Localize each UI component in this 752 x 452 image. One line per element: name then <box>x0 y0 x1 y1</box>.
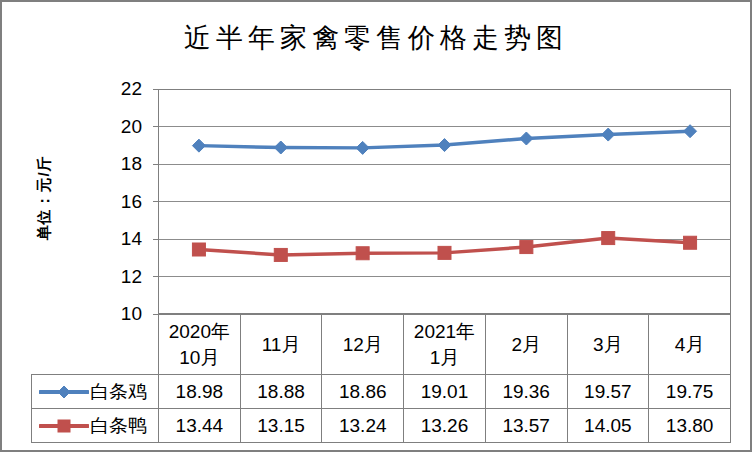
table-row: 白条鸡 18.9818.8818.8619.0119.3619.5719.75 <box>32 375 731 409</box>
category-header-row: 2020年10月11月12月2021年1月2月3月4月 <box>158 314 731 375</box>
value-cell: 14.05 <box>567 409 649 443</box>
data-point-marker-square <box>58 420 70 432</box>
data-point-marker-square <box>602 232 615 245</box>
y-tick-label: 18 <box>92 153 142 175</box>
plot-area <box>158 89 731 314</box>
data-point-marker-diamond <box>274 141 287 154</box>
legend-marker-icon <box>39 384 89 400</box>
value-cell: 19.57 <box>567 375 649 409</box>
value-cell: 19.75 <box>649 375 731 409</box>
x-category-cell: 11月 <box>240 315 322 375</box>
data-point-marker-diamond <box>438 139 451 152</box>
x-category-cell: 3月 <box>567 315 649 375</box>
y-tick-label: 20 <box>92 116 142 138</box>
value-cell: 13.15 <box>240 409 322 443</box>
data-point-marker-diamond <box>356 141 369 154</box>
legend-item: 白条鸡 <box>32 375 159 409</box>
series-白条鸡 <box>192 125 696 155</box>
x-category-cell: 2020年10月 <box>159 315 241 375</box>
y-axis-title: 单位：元/斤 <box>35 155 54 240</box>
value-cell: 18.88 <box>240 375 322 409</box>
data-point-marker-square <box>684 236 697 249</box>
value-cell: 13.80 <box>649 409 731 443</box>
y-tick-label: 16 <box>92 191 142 213</box>
value-cell: 18.98 <box>159 375 241 409</box>
y-tick-label: 12 <box>92 266 142 288</box>
value-cell: 13.57 <box>485 409 567 443</box>
data-point-marker-square <box>520 241 533 254</box>
legend-marker-icon <box>39 418 89 434</box>
legend-item: 白条鸭 <box>32 409 159 443</box>
data-point-marker-diamond <box>58 386 70 398</box>
data-point-marker-square <box>192 243 205 256</box>
data-point-marker-square <box>356 247 369 260</box>
x-category-cell: 12月 <box>322 315 404 375</box>
data-point-marker-diamond <box>192 139 205 152</box>
legend-label: 白条鸭 <box>90 413 147 439</box>
legend-label: 白条鸡 <box>90 379 147 405</box>
y-tick-label: 14 <box>92 228 142 250</box>
value-cell: 19.01 <box>404 375 486 409</box>
series-白条鸭 <box>192 232 696 262</box>
y-tick-label: 10 <box>92 303 142 325</box>
value-cell: 19.36 <box>485 375 567 409</box>
value-cell: 13.44 <box>159 409 241 443</box>
chart-title: 近半年家禽零售价格走势图 <box>2 20 750 56</box>
value-cell: 13.26 <box>404 409 486 443</box>
chart-frame: 近半年家禽零售价格走势图 单位：元/斤 22 20 18 16 14 12 10 2020年… <box>0 0 752 452</box>
value-cell: 18.86 <box>322 375 404 409</box>
data-point-marker-diamond <box>520 132 533 145</box>
x-category-cell: 4月 <box>649 315 731 375</box>
data-table: 白条鸡18.9818.8818.8619.0119.3619.5719.75白条… <box>31 374 731 443</box>
data-point-marker-diamond <box>602 128 615 141</box>
value-cell: 13.24 <box>322 409 404 443</box>
table-row: 白条鸭 13.4413.1513.2413.2613.5714.0513.80 <box>32 409 731 443</box>
data-point-marker-square <box>274 248 287 261</box>
gridlines <box>153 89 731 314</box>
data-point-marker-square <box>438 246 451 259</box>
x-category-cell: 2月 <box>485 315 567 375</box>
x-category-cell: 2021年1月 <box>404 315 486 375</box>
y-tick-label: 22 <box>92 78 142 100</box>
